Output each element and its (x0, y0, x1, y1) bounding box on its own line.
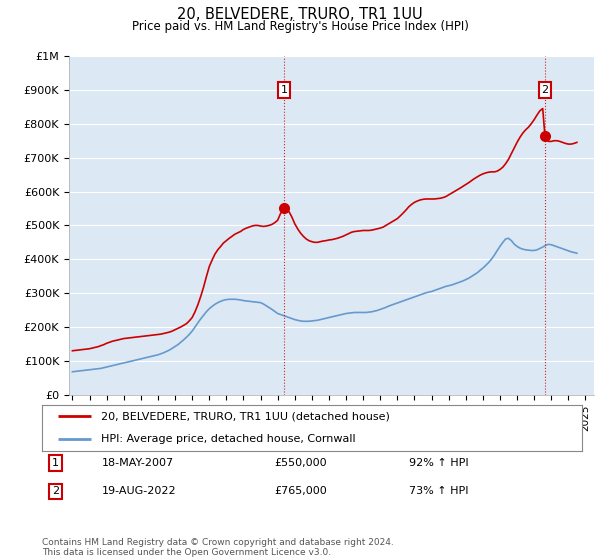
Text: 20, BELVEDERE, TRURO, TR1 1UU (detached house): 20, BELVEDERE, TRURO, TR1 1UU (detached … (101, 412, 390, 421)
Text: 1: 1 (281, 85, 287, 95)
Text: 2: 2 (541, 85, 548, 95)
Text: Contains HM Land Registry data © Crown copyright and database right 2024.
This d: Contains HM Land Registry data © Crown c… (42, 538, 394, 557)
Text: 2: 2 (52, 487, 59, 496)
Text: 19-AUG-2022: 19-AUG-2022 (101, 487, 176, 496)
Text: £550,000: £550,000 (274, 458, 327, 468)
Text: 1: 1 (52, 458, 59, 468)
Text: 18-MAY-2007: 18-MAY-2007 (101, 458, 173, 468)
Text: 92% ↑ HPI: 92% ↑ HPI (409, 458, 469, 468)
Text: £765,000: £765,000 (274, 487, 327, 496)
Text: 20, BELVEDERE, TRURO, TR1 1UU: 20, BELVEDERE, TRURO, TR1 1UU (177, 7, 423, 22)
Text: HPI: Average price, detached house, Cornwall: HPI: Average price, detached house, Corn… (101, 435, 356, 444)
Text: 73% ↑ HPI: 73% ↑ HPI (409, 487, 469, 496)
Text: Price paid vs. HM Land Registry's House Price Index (HPI): Price paid vs. HM Land Registry's House … (131, 20, 469, 32)
